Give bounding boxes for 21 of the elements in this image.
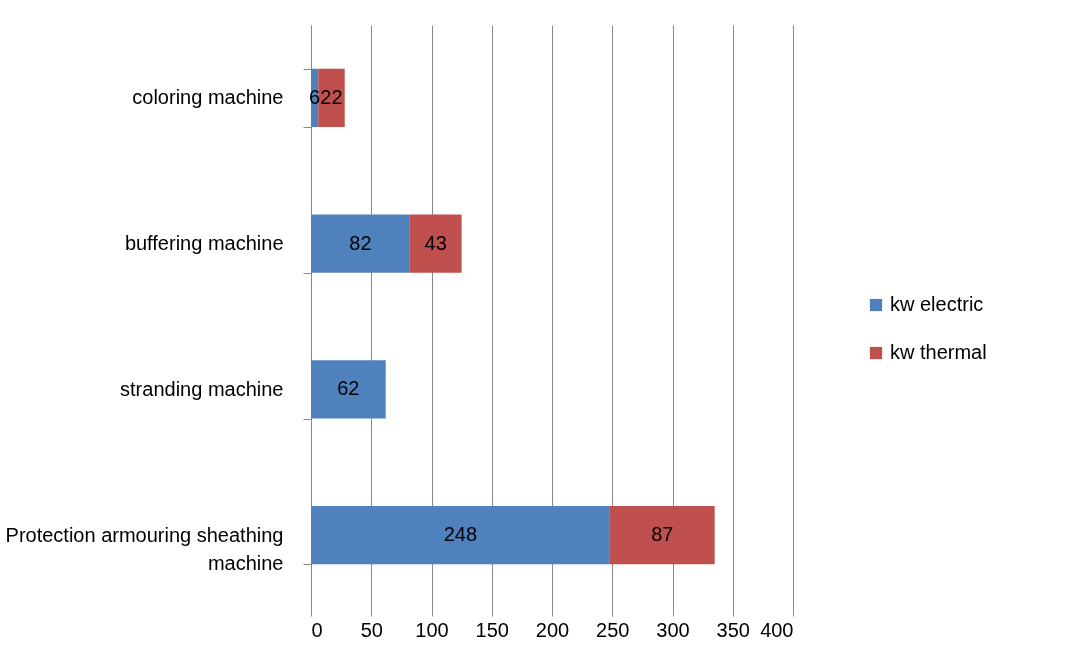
x-tick-label: 400 [760, 618, 794, 641]
x-tick-label: 50 [360, 618, 383, 641]
x-tick-label: 150 [475, 618, 509, 641]
legend-label: kw thermal [890, 341, 987, 363]
data-label: 87 [651, 523, 674, 546]
y-tick-label: coloring machine [132, 86, 284, 109]
x-tick-label: 200 [535, 618, 570, 641]
x-tick-label: 350 [716, 618, 750, 641]
y-tick-label: buffering machine [124, 232, 284, 255]
data-label: 43 [424, 231, 447, 254]
data-label: 22 [320, 85, 343, 108]
x-tick-label: 250 [596, 618, 630, 641]
legend-label: kw electric [890, 293, 984, 315]
y-tick-label: stranding machine [120, 377, 284, 400]
data-label: 248 [443, 523, 478, 546]
x-tick-label: 100 [415, 618, 449, 641]
data-label: 62 [337, 377, 360, 400]
y-tick-label: Protection armouring sheathing machine [5, 523, 284, 574]
x-tick-label: 300 [656, 618, 690, 641]
data-label: 82 [349, 231, 372, 254]
x-tick-label: 0 [311, 618, 323, 641]
